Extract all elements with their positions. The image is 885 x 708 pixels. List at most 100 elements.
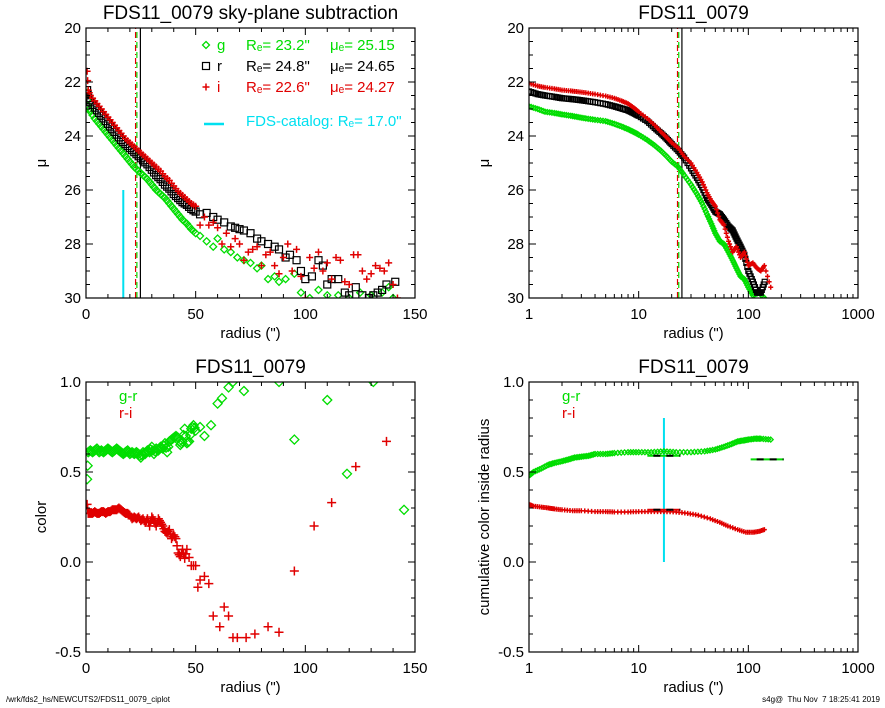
x-tick-label: 10 bbox=[630, 660, 647, 677]
data-point-plus bbox=[725, 523, 731, 529]
y-axis-label: μ bbox=[476, 159, 493, 168]
data-point-plus bbox=[208, 611, 218, 621]
legend-label-i: r-i bbox=[119, 405, 132, 422]
data-point-diamond bbox=[742, 279, 750, 287]
data-point-plus bbox=[743, 256, 749, 262]
data-point-diamond bbox=[550, 109, 558, 117]
data-point-plus bbox=[250, 629, 260, 639]
data-point-square bbox=[340, 288, 349, 297]
data-point-diamond bbox=[314, 285, 323, 295]
legend-entry-catalog: FDS-catalog: Rₑ= 17.0" bbox=[204, 113, 402, 130]
legend-entry-i: i Rₑ= 22.6" μₑ= 24.27 bbox=[202, 79, 395, 96]
data-point-square bbox=[154, 173, 163, 182]
data-point-diamond bbox=[729, 256, 737, 264]
data-point-diamond bbox=[333, 290, 343, 298]
data-point-plus bbox=[205, 221, 213, 229]
data-point-plus bbox=[389, 281, 397, 288]
ticks bbox=[528, 27, 858, 299]
data-point-diamond bbox=[706, 217, 714, 225]
data-point-plus bbox=[232, 633, 242, 643]
data-point-square bbox=[314, 256, 323, 265]
data-point-diamond bbox=[162, 441, 174, 453]
data-point-square bbox=[307, 272, 317, 281]
data-point-plus bbox=[141, 516, 151, 526]
data-point-square bbox=[369, 291, 378, 298]
data-point-diamond bbox=[741, 277, 749, 285]
panel-profile-linear: FDS11_0079 sky-plane subtraction 0 50 100 15… bbox=[33, 3, 428, 342]
data-point-plus bbox=[236, 240, 244, 248]
data-point-diamond bbox=[216, 392, 228, 404]
data-point-diamond bbox=[706, 446, 714, 454]
data-point-diamond bbox=[703, 447, 711, 455]
data-point-plus bbox=[191, 561, 201, 571]
data-point-diamond bbox=[321, 394, 333, 406]
data-point-diamond bbox=[86, 107, 95, 117]
data-point-diamond bbox=[707, 220, 715, 228]
data-point-diamond bbox=[578, 114, 586, 122]
data-point-diamond bbox=[730, 258, 738, 266]
data-point-diamond bbox=[184, 429, 196, 441]
data-point-square bbox=[351, 283, 360, 292]
data-point-square bbox=[263, 239, 273, 249]
y-tick-label: 30 bbox=[507, 290, 524, 307]
legend-label-i: r-i bbox=[562, 405, 575, 422]
data-point-square bbox=[378, 285, 387, 294]
data-point-plus bbox=[192, 202, 200, 210]
data-point-diamond bbox=[274, 277, 284, 287]
data-point-plus bbox=[262, 251, 270, 259]
data-point-diamond bbox=[698, 200, 706, 207]
data-point-plus bbox=[86, 77, 92, 85]
data-point-diamond bbox=[585, 452, 593, 460]
data-point-plus bbox=[289, 566, 299, 576]
legend-re: Rₑ= 22.6" bbox=[246, 79, 310, 96]
data-point-diamond bbox=[580, 114, 588, 122]
data-point-plus bbox=[279, 254, 287, 261]
legend: g-rr-i bbox=[119, 388, 137, 422]
data-point-diamond bbox=[288, 434, 300, 446]
data-point-plus bbox=[174, 550, 184, 560]
data-point-plus bbox=[367, 270, 375, 278]
data-point-plus bbox=[306, 254, 314, 261]
data-point-plus bbox=[721, 222, 727, 228]
data-point-square bbox=[226, 222, 235, 231]
data-point-plus bbox=[219, 602, 229, 612]
data-point-diamond bbox=[726, 250, 733, 258]
data-point-diamond bbox=[223, 382, 234, 393]
data-point-diamond bbox=[554, 110, 562, 118]
data-point-plus bbox=[698, 513, 704, 519]
data-point-plus bbox=[200, 213, 208, 221]
data-point-square bbox=[373, 288, 382, 297]
data-point-square bbox=[252, 234, 262, 243]
legend-catalog-label: FDS-catalog: Rₑ= 17.0" bbox=[246, 113, 402, 130]
data-point-plus bbox=[274, 627, 284, 637]
data-point-plus bbox=[253, 243, 261, 251]
x-tick-label: 1 bbox=[525, 660, 533, 677]
data-point-plus bbox=[193, 582, 203, 592]
data-point-plus bbox=[742, 252, 748, 258]
legend: g Rₑ= 23.2" μₑ= 25.15 r Rₑ= 24.8" μₑ= 24.65 i R… bbox=[201, 37, 402, 130]
data-point-plus bbox=[332, 254, 340, 261]
data-point-diamond bbox=[529, 472, 533, 480]
data-point-diamond bbox=[705, 215, 713, 223]
plot-area bbox=[529, 28, 774, 298]
data-point-diamond bbox=[189, 422, 200, 434]
data-point-plus bbox=[695, 512, 701, 518]
data-point-square bbox=[158, 177, 167, 186]
data-point-diamond bbox=[219, 244, 229, 254]
data-point-diamond bbox=[226, 247, 236, 257]
legend-marker-plus bbox=[202, 83, 210, 91]
data-point-diamond bbox=[377, 288, 387, 298]
data-point-plus bbox=[730, 525, 736, 531]
x-axis-label: radius (") bbox=[663, 325, 723, 342]
data-point-diamond bbox=[743, 281, 751, 289]
data-point-plus bbox=[354, 251, 362, 259]
data-point-diamond bbox=[213, 234, 223, 244]
x-axis-label: radius (") bbox=[220, 325, 280, 342]
data-point-plus bbox=[761, 263, 767, 269]
y-tick-label: 0.5 bbox=[60, 464, 81, 481]
chart-title: FDS11_0079 sky-plane subtraction bbox=[103, 3, 398, 24]
data-point-diamond bbox=[398, 504, 410, 516]
y-tick-label: 0.0 bbox=[60, 554, 81, 571]
data-point-plus bbox=[727, 524, 733, 530]
series-g bbox=[529, 102, 768, 298]
